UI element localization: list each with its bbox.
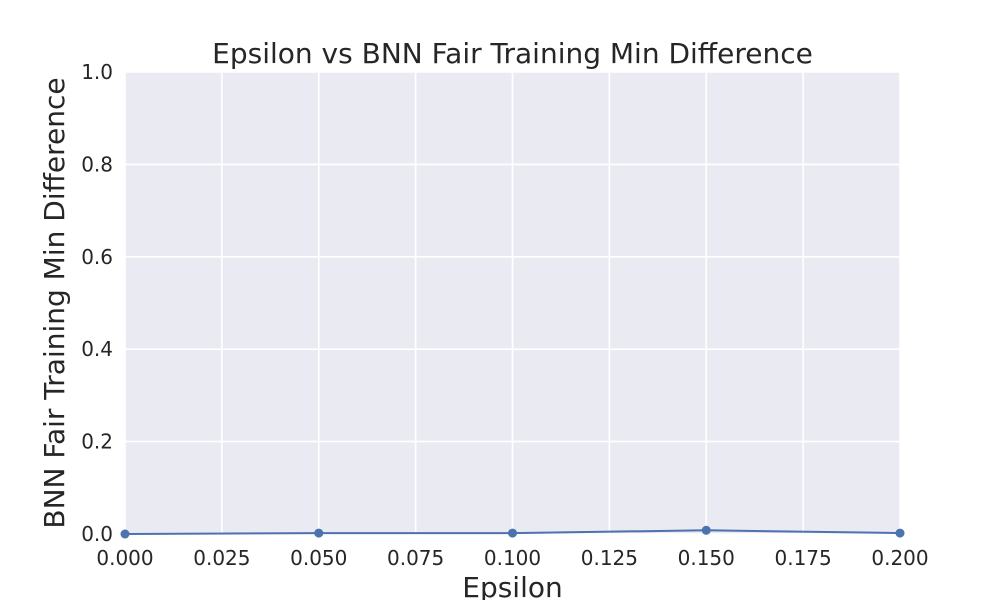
x-tick-label: 0.150	[678, 546, 735, 570]
x-tick-label: 0.125	[581, 546, 638, 570]
data-point	[701, 525, 711, 535]
y-axis-label: BNN Fair Training Min Difference	[38, 77, 71, 528]
y-tick-label: 0.8	[81, 152, 113, 176]
data-point	[895, 528, 905, 538]
x-tick-label: 0.025	[193, 546, 250, 570]
series-layer	[120, 525, 905, 539]
x-tick-label: 0.200	[871, 546, 928, 570]
x-tick-label: 0.000	[96, 546, 153, 570]
x-tick-label: 0.075	[387, 546, 444, 570]
data-point	[120, 529, 130, 539]
x-tick-label: 0.175	[774, 546, 831, 570]
y-tick-label: 0.0	[81, 522, 113, 546]
tick-labels: 0.000 0.025 0.050 0.075 0.100 0.125 0.150 0.175…	[81, 60, 928, 570]
data-point	[314, 528, 324, 538]
y-tick-label: 0.6	[81, 245, 113, 269]
chart-title: Epsilon vs BNN Fair Training Min Differe…	[212, 37, 813, 70]
x-tick-label: 0.100	[484, 546, 541, 570]
data-point	[508, 528, 517, 538]
y-tick-label: 0.2	[81, 430, 113, 454]
x-tick-label: 0.050	[290, 546, 347, 570]
y-tick-label: 0.4	[81, 337, 113, 361]
x-axis-label: Epsilon	[462, 571, 563, 600]
y-tick-label: 1.0	[81, 60, 113, 84]
